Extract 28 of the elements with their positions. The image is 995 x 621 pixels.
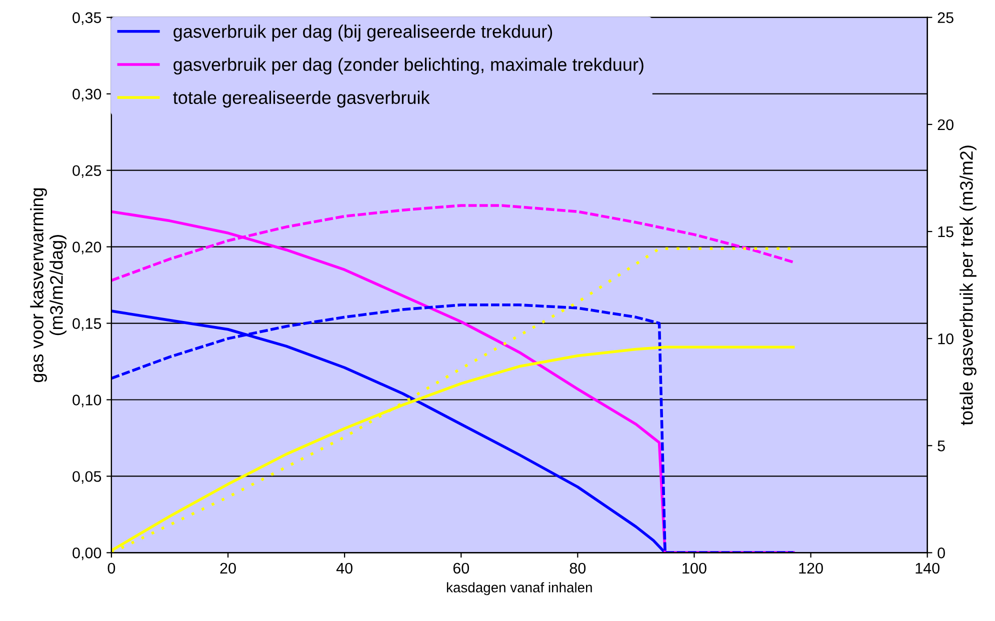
legend-label: gasverbruik per dag (zonder belichting, maximale trekduur) — [174, 58, 644, 75]
y-tick-label: 0,35 — [72, 12, 102, 25]
x-tick-label: 80 — [570, 562, 586, 574]
y2-tick-label: 15 — [938, 226, 954, 238]
x-tick-label: 120 — [799, 562, 823, 574]
y-tick-label: 0,10 — [72, 394, 102, 408]
y2-tick-label: 0 — [938, 548, 945, 558]
y2-tick-label: 25 — [938, 12, 954, 24]
y-axis-title: gas voor kasverwarming (m3/m2/dag) — [30, 188, 66, 382]
x-tick-label: 40 — [336, 562, 352, 574]
y-tick-label: 0,05 — [72, 471, 102, 484]
y2-tick-label: 10 — [938, 333, 954, 344]
x-axis-title: kasdagen vanaf inhalen — [446, 582, 592, 596]
y-tick-label: 0,00 — [72, 548, 102, 560]
x-tick-label: 60 — [453, 562, 470, 574]
y2-tick-label: 5 — [938, 440, 945, 452]
x-tick-label: 140 — [916, 562, 940, 574]
y2-tick-label: 20 — [938, 119, 954, 130]
legend-label: gasverbruik per dag (bij gerealiseerde trekduur) — [174, 24, 552, 42]
y-tick-label: 0,25 — [72, 165, 102, 178]
y2-axis-title: totale gasverbruik per trek (m3/m2) — [960, 146, 976, 426]
y-tick-label: 0,20 — [72, 242, 102, 254]
x-tick-label: 0 — [108, 562, 116, 574]
y-tick-label: 0,30 — [72, 88, 102, 102]
y-tick-label: 0,15 — [72, 318, 102, 331]
legend-label: totale gerealiseerde gasverbruik — [173, 90, 430, 108]
x-tick-label: 100 — [682, 562, 706, 574]
x-tick-label: 20 — [220, 562, 236, 574]
